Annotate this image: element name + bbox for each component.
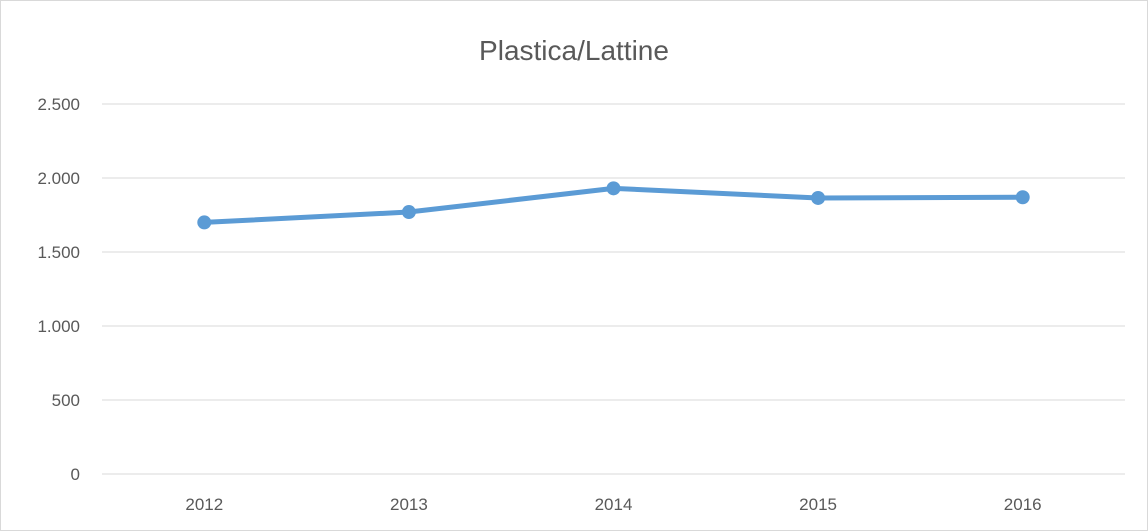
data-point — [1015, 190, 1030, 205]
y-tick-label: 1.000 — [37, 317, 80, 336]
y-axis-tick-labels: 0 500 1.000 1.500 2.000 2.500 — [37, 95, 80, 484]
gridlines — [102, 103, 1125, 475]
x-tick-label: 2013 — [390, 495, 428, 514]
x-tick-label: 2016 — [1004, 495, 1042, 514]
y-tick-label: 1.500 — [37, 243, 80, 262]
y-tick-label: 0 — [71, 465, 80, 484]
chart-title: Plastica/Lattine — [479, 35, 669, 66]
y-tick-label: 500 — [52, 391, 80, 410]
data-point — [401, 205, 416, 220]
data-point — [811, 190, 826, 205]
y-tick-label: 2.000 — [37, 169, 80, 188]
x-tick-label: 2012 — [185, 495, 223, 514]
data-point — [606, 181, 621, 196]
series — [197, 181, 1030, 230]
y-tick-label: 2.500 — [37, 95, 80, 114]
x-tick-label: 2014 — [595, 495, 633, 514]
data-point — [197, 215, 212, 230]
x-tick-label: 2015 — [799, 495, 837, 514]
x-axis-tick-labels: 2012 2013 2014 2015 2016 — [185, 495, 1041, 514]
